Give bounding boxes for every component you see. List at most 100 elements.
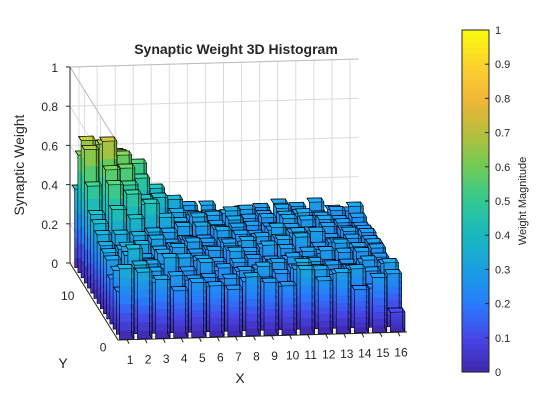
colorbar-segment — [462, 144, 489, 151]
colorbar-segment — [462, 229, 489, 236]
x-tick-label: 14 — [358, 346, 372, 360]
colorbar-segment — [462, 92, 489, 99]
x-tick-label: 4 — [181, 351, 188, 365]
colorbar-tick-label: 0.4 — [495, 230, 510, 242]
colorbar: 00.10.20.30.40.50.60.70.80.91 — [461, 25, 510, 379]
z-tick-label: 0.4 — [41, 179, 58, 193]
y-tick-label: 0 — [100, 340, 107, 354]
colorbar-tick-label: 0.3 — [495, 264, 510, 276]
colorbar-tick-label: 0.9 — [495, 59, 510, 71]
colorbar-segment — [462, 286, 489, 293]
x-tick-label: 15 — [376, 346, 390, 360]
colorbar-segment — [462, 166, 489, 174]
colorbar-segment — [462, 275, 489, 282]
x-tick-mark — [144, 339, 148, 344]
x-tick-label: 8 — [253, 349, 260, 363]
z-tick-label: 0.2 — [41, 218, 58, 232]
y-tick-label: 10 — [61, 289, 75, 303]
colorbar-tick-label: 0.5 — [495, 196, 510, 208]
colorbar-segment — [462, 206, 489, 213]
box-top-edge — [69, 58, 360, 145]
colorbar-segment — [462, 132, 489, 139]
colorbar-segment — [462, 115, 489, 122]
colorbar-segment — [462, 280, 489, 288]
bar — [206, 280, 225, 338]
bar — [116, 263, 135, 340]
x-tick-mark — [253, 336, 256, 341]
x-tick-label: 16 — [394, 345, 408, 359]
x-tick-mark — [216, 337, 220, 342]
bar — [134, 267, 153, 340]
colorbar-segment — [462, 69, 489, 77]
colorbar-segment — [462, 161, 489, 168]
colorbar-segment — [462, 98, 489, 105]
colorbar-segment — [462, 58, 489, 65]
bar — [297, 264, 316, 335]
colorbar-segment — [462, 258, 489, 265]
colorbar-segment — [462, 30, 489, 37]
colorbar-tick-label: 1 — [495, 25, 501, 37]
x-tick-mark — [343, 333, 347, 338]
x-tick-label: 1 — [127, 353, 134, 367]
bar — [333, 267, 352, 334]
bar — [188, 277, 207, 338]
colorbar-segment — [462, 303, 489, 310]
colorbar-segment — [462, 354, 489, 362]
gridline-z — [69, 58, 360, 145]
colorbar-segment — [462, 109, 489, 117]
colorbar-segment — [462, 297, 489, 305]
colorbar-segment — [462, 218, 489, 225]
bar — [242, 271, 261, 337]
x-tick-mark — [361, 333, 365, 338]
colorbar-segment — [462, 149, 489, 156]
x-tick-mark — [162, 338, 166, 343]
colorbar-segment — [462, 183, 489, 191]
bar — [351, 284, 370, 334]
colorbar-segment — [462, 87, 489, 94]
colorbar-segment — [462, 155, 489, 162]
colorbar-segment — [462, 337, 489, 345]
colorbar-segment — [462, 343, 489, 350]
colorbar-segment — [462, 126, 489, 134]
colorbar-segment — [462, 52, 489, 60]
x-tick-mark — [397, 332, 401, 337]
x-tick-mark — [289, 335, 293, 340]
z-tick-label: 0 — [51, 257, 58, 271]
colorbar-segment — [462, 315, 489, 322]
colorbar-tick-label: 0 — [495, 367, 501, 379]
colorbar-segment — [462, 41, 489, 48]
colorbar-segment — [462, 81, 489, 88]
z-axis-label: Synaptic Weight — [11, 114, 27, 215]
colorbar-segment — [462, 201, 489, 208]
x-tick-label: 9 — [271, 349, 278, 363]
x-tick-label: 5 — [199, 351, 206, 365]
colorbar-segment — [462, 189, 489, 196]
colorbar-segment — [462, 212, 489, 219]
colorbar-segment — [462, 349, 489, 356]
bar — [170, 285, 189, 339]
colorbar-segment — [462, 326, 489, 333]
x-tick-label: 10 — [286, 348, 300, 362]
x-tick-mark — [271, 335, 274, 340]
x-tick-mark — [198, 337, 202, 342]
colorbar-segment — [462, 360, 489, 367]
x-tick-label: 11 — [304, 348, 317, 362]
colorbar-segment — [462, 138, 489, 145]
y-axis-label: Y — [58, 355, 68, 371]
x-tick-mark — [307, 334, 311, 339]
colorbar-segment — [462, 178, 489, 185]
colorbar-segment — [462, 195, 489, 202]
x-tick-mark — [325, 334, 329, 339]
x-tick-mark — [180, 338, 184, 343]
x-tick-mark — [379, 332, 383, 337]
colorbar-label: Weight Magnitude — [517, 157, 529, 245]
x-tick-label: 12 — [322, 347, 336, 361]
colorbar-segment — [462, 292, 489, 299]
colorbar-segment — [462, 263, 489, 270]
colorbar-segment — [462, 172, 489, 179]
x-tick-label: 13 — [340, 347, 354, 361]
colorbar-segment — [462, 235, 489, 242]
bar — [387, 307, 406, 333]
bar — [152, 274, 171, 339]
z-tick-label: 0.6 — [41, 139, 58, 153]
